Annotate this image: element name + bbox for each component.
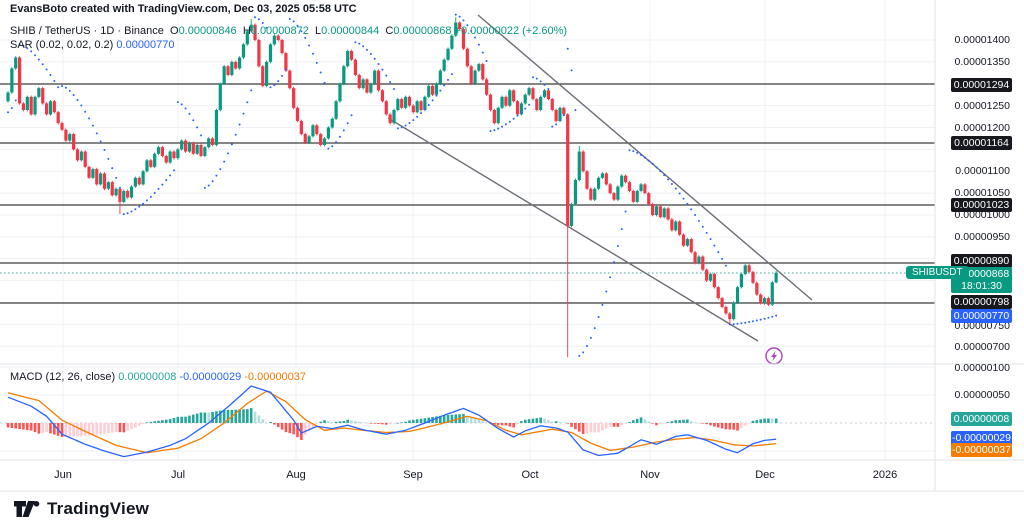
- price-axis-label: 0.00000750: [954, 320, 1010, 332]
- macd-label: MACD (12, 26, close): [10, 371, 116, 383]
- price-level-badge: 0.00001164: [951, 136, 1012, 150]
- time-axis-label[interactable]: 2026: [872, 469, 898, 481]
- tradingview-logo-text: TradingView: [47, 499, 150, 518]
- price-axis-label: 0.00001000: [954, 209, 1010, 221]
- time-axis-label[interactable]: Dec: [755, 469, 775, 481]
- time-axis-label[interactable]: Sep: [403, 469, 423, 481]
- price-level-badge: -0.00000029: [951, 431, 1012, 445]
- macd-hist-value: 0.00000008: [118, 371, 177, 383]
- macd-signal-line: [7, 390, 777, 454]
- macd-line-value: -0.00000029: [179, 371, 242, 383]
- price-axis-label: 0.00001400: [954, 34, 1010, 46]
- flash-drawing-icon[interactable]: [765, 347, 783, 365]
- macd-signal-value: -0.00000037: [244, 371, 307, 383]
- ohlc-close: C0.00000868: [385, 25, 452, 37]
- time-axis-label[interactable]: Aug: [286, 469, 306, 481]
- sar-value: 0.00000770: [116, 39, 175, 51]
- price-level-badge: 0.00001023: [951, 198, 1012, 212]
- time-axis-label[interactable]: Nov: [640, 469, 660, 481]
- ohlc-open: O0.00000846: [170, 25, 237, 37]
- symbol-legend[interactable]: SHIB / TetherUS · 1D · Binance O0.000008…: [10, 25, 567, 37]
- time-axis-label[interactable]: Jun: [54, 469, 72, 481]
- parabolic-sar-dots: [7, 13, 778, 357]
- ohlc-low: L0.00000844: [315, 25, 380, 37]
- pane-borders: [0, 0, 1024, 492]
- price-axis-label: 0.00000700: [954, 341, 1010, 353]
- price-axis-label: 0.00001050: [954, 187, 1010, 199]
- price-level-badge: 0.00001294: [951, 78, 1012, 92]
- price-axis-label: 0.00000100: [954, 362, 1010, 374]
- attribution-text: EvansBoto created with TradingView.com, …: [10, 3, 357, 15]
- time-axis-label[interactable]: Oct: [521, 469, 539, 481]
- tradingview-logo-icon: [14, 501, 40, 517]
- bar-countdown: 18:01:30: [961, 280, 1002, 292]
- price-axis-label: 0.00001350: [954, 56, 1010, 68]
- price-axis-label: 0.00001100: [955, 165, 1010, 177]
- price-axis-label: 0.00001200: [954, 122, 1010, 134]
- sar-legend[interactable]: SAR (0.02, 0.02, 0.2) 0.00000770: [10, 39, 175, 51]
- price-level-badge: 0.00000770: [951, 309, 1012, 323]
- macd-main-line: [7, 385, 777, 458]
- sar-label: SAR (0.02, 0.02, 0.2): [10, 39, 114, 51]
- macd-histogram: [6, 408, 778, 441]
- time-axis-label[interactable]: Jul: [170, 469, 186, 481]
- macd-legend[interactable]: MACD (12, 26, close) 0.00000008 -0.00000…: [10, 371, 306, 383]
- symbol-title: SHIB / TetherUS · 1D · Binance: [10, 25, 164, 37]
- ohlc-high: H0.00000872: [242, 25, 309, 37]
- price-level-badge: 0.00000798: [951, 295, 1012, 309]
- support-resistance-lines[interactable]: [0, 83, 935, 304]
- price-axis-label: 0.00000950: [954, 231, 1010, 243]
- gridlines: [0, 0, 935, 460]
- ohlc-change: +0.00000022 (+2.60%): [454, 25, 568, 37]
- price-level-badge: 0.00000890: [951, 254, 1012, 268]
- price-axis-label: 0.00000050: [954, 389, 1010, 401]
- candles: [6, 17, 778, 358]
- price-level-badge: -0.00000037: [951, 443, 1012, 457]
- price-level-badge: 0.00000008: [951, 412, 1012, 426]
- tradingview-logo[interactable]: TradingView: [14, 499, 149, 519]
- price-axis-label: 0.00001250: [954, 100, 1010, 112]
- symbol-price-tag: SHIBUSDT: [906, 266, 969, 279]
